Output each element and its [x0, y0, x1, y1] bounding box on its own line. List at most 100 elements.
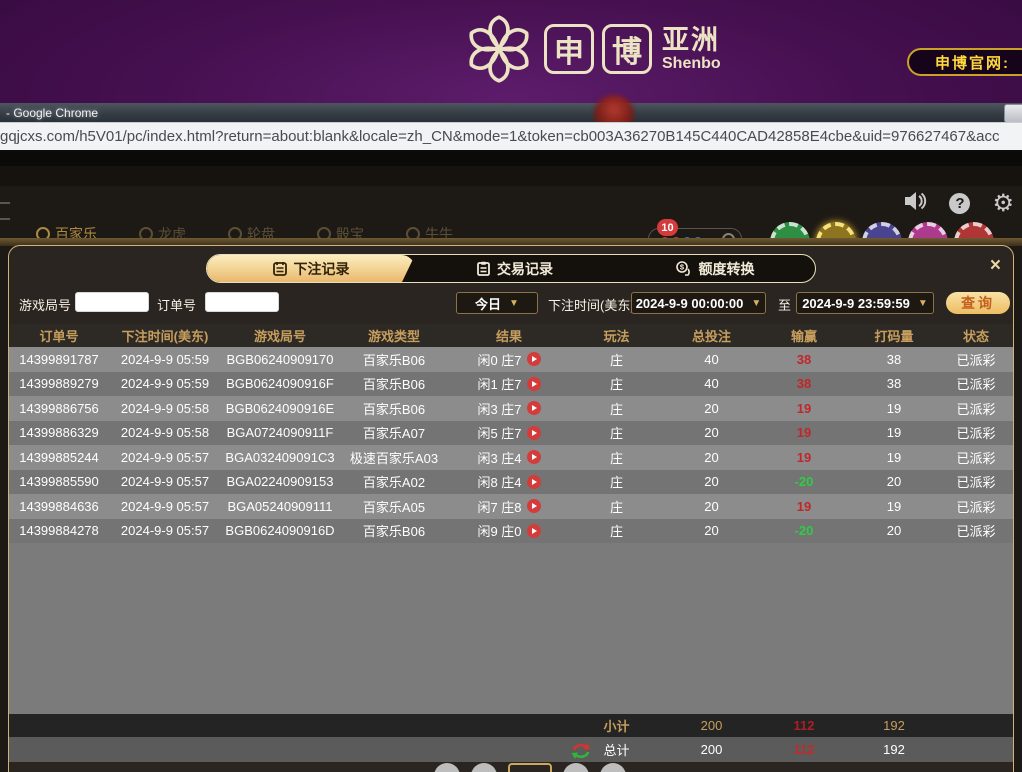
subtotal-bet: 200 — [700, 718, 723, 733]
table-cell: 庄 — [609, 352, 623, 368]
result-text: 闲1 庄7 — [477, 377, 522, 393]
table-cell: 已派彩 — [956, 499, 996, 515]
winloss-cell: 38 — [796, 351, 812, 367]
table-cell: 20 — [704, 425, 719, 441]
table-cell: 已派彩 — [956, 401, 996, 417]
result-cell: 闲0 庄7 — [449, 350, 569, 369]
table-cell: 40 — [704, 376, 719, 392]
table-cell: 14399891787 — [19, 351, 99, 367]
logo-region: 亚洲 Shenbo — [662, 24, 721, 72]
total-turnover: 192 — [883, 742, 905, 757]
table-cell: 已派彩 — [956, 524, 996, 540]
result-text: 闲9 庄0 — [477, 524, 522, 540]
tab-credit-transfer[interactable]: $ 额度转换 — [615, 255, 815, 282]
replay-button[interactable] — [526, 425, 541, 440]
modal-tabbar: 下注记录 交易记录 $ 额度转换 — [206, 254, 816, 283]
table-cell: BGA0724090911F — [226, 425, 334, 441]
table-cell: 19 — [886, 449, 902, 465]
subtotal-label: 小计 — [603, 719, 630, 734]
start-time-value: 2024-9-9 00:00:00 — [635, 295, 744, 311]
official-site-button[interactable]: 申博官网: — [907, 48, 1022, 76]
table-row: 14399886329 2024-9-9 05:58 BGA0724090911F 百… — [9, 420, 1013, 445]
browser-titlebar[interactable]: - Google Chrome — [0, 103, 1022, 123]
table-cell: 20 — [704, 400, 719, 416]
pagination-last-button[interactable] — [600, 763, 626, 772]
table-cell: 20 — [704, 498, 719, 514]
table-cell: 百家乐B06 — [362, 401, 426, 417]
table-header-cell: 下注时间(美东) — [121, 329, 209, 344]
tab-transaction-records[interactable]: 交易记录 — [415, 255, 615, 282]
table-row: 14399886756 2024-9-9 05:58 BGB0624090916E 百… — [9, 396, 1013, 421]
table-cell: 百家乐A05 — [362, 499, 426, 515]
gear-icon[interactable]: ⚙ — [992, 189, 1014, 217]
replay-button[interactable] — [526, 474, 541, 489]
subtotal-row: 小计 200 112 192 — [9, 714, 1013, 737]
table-cell: 19 — [886, 498, 902, 514]
end-time-select[interactable]: 2024-9-9 23:59:59 ▼ — [796, 292, 934, 314]
shenbo-logo: 申 博 亚洲 Shenbo — [462, 10, 721, 88]
window-control-button[interactable] — [1004, 104, 1022, 123]
table-cell: BGB0624090916D — [225, 523, 335, 539]
table-row: 14399891787 2024-9-9 05:59 BGB06240909170 百… — [9, 347, 1013, 372]
table-cell: 已派彩 — [956, 450, 996, 466]
table-cell: 14399884278 — [19, 523, 99, 539]
logo-region-cn: 亚洲 — [662, 24, 720, 55]
logo-region-en: Shenbo — [662, 54, 721, 72]
pagination-first-button[interactable] — [434, 763, 460, 772]
winloss-cell: -20 — [794, 474, 814, 490]
table-header-cell: 状态 — [962, 329, 989, 344]
sidebar-toggle-icon[interactable] — [0, 202, 10, 220]
help-icon[interactable]: ? — [949, 193, 971, 214]
subtotal-winloss: 112 — [793, 718, 815, 733]
replay-button[interactable] — [526, 499, 541, 514]
result-text: 闲8 庄4 — [477, 475, 522, 491]
result-cell: 闲1 庄7 — [449, 374, 569, 393]
result-cell: 闲3 庄4 — [449, 448, 569, 467]
result-cell: 闲8 庄4 — [449, 472, 569, 491]
table-cell: BGB0624090916F — [226, 376, 334, 392]
start-time-select[interactable]: 2024-9-9 00:00:00 ▼ — [631, 292, 766, 314]
search-button[interactable]: 查询 — [946, 292, 1010, 314]
table-cell: 2024-9-9 05:59 — [120, 376, 210, 392]
table-cell: 庄 — [609, 499, 623, 515]
total-winloss: 112 — [793, 742, 815, 757]
site-banner: 申 博 亚洲 Shenbo 申博官网: — [0, 0, 1022, 104]
close-icon[interactable]: × — [989, 255, 1001, 276]
svg-text:$: $ — [679, 263, 684, 272]
replay-button[interactable] — [526, 376, 541, 391]
replay-button[interactable] — [526, 352, 541, 367]
table-cell: 14399885590 — [19, 474, 99, 490]
browser-url-bar[interactable]: gqjcxs.com/h5V01/pc/index.html?return=ab… — [0, 122, 1022, 152]
subtotal-turnover: 192 — [883, 718, 905, 733]
table-cell: 2024-9-9 05:58 — [120, 400, 210, 416]
table-cell: 百家乐A07 — [362, 426, 426, 442]
table-cell: 14399889279 — [19, 376, 99, 392]
replay-button[interactable] — [526, 401, 541, 416]
order-input[interactable] — [205, 292, 279, 312]
total-bet: 200 — [700, 742, 723, 757]
winloss-cell: -20 — [794, 523, 814, 539]
pagination-page-box[interactable] — [508, 763, 552, 772]
refresh-icon[interactable] — [571, 742, 591, 759]
winloss-cell: 19 — [796, 400, 812, 416]
table-cell: 20 — [886, 474, 902, 490]
game-round-input[interactable] — [75, 292, 149, 312]
result-text: 闲3 庄7 — [477, 401, 522, 417]
table-header-cell: 游戏类型 — [367, 329, 420, 344]
table-header-cell: 总投注 — [691, 329, 731, 344]
tab-bet-records[interactable]: 下注记录 — [207, 255, 415, 282]
table-cell: 19 — [886, 400, 902, 416]
pagination-next-button[interactable] — [563, 763, 589, 772]
table-cell: 14399886756 — [19, 400, 99, 416]
winloss-cell: 19 — [796, 498, 812, 514]
range-select[interactable]: 今日 ▼ — [456, 292, 538, 314]
table-cell: 已派彩 — [956, 352, 996, 368]
replay-button[interactable] — [526, 523, 541, 538]
table-cell: 已派彩 — [956, 426, 996, 442]
table-header-cell: 打码量 — [874, 329, 914, 344]
speaker-icon[interactable] — [903, 190, 927, 217]
table-cell: 2024-9-9 05:57 — [120, 474, 210, 490]
replay-button[interactable] — [526, 450, 541, 465]
table-cell: 已派彩 — [956, 377, 996, 393]
pagination-prev-button[interactable] — [471, 763, 497, 772]
